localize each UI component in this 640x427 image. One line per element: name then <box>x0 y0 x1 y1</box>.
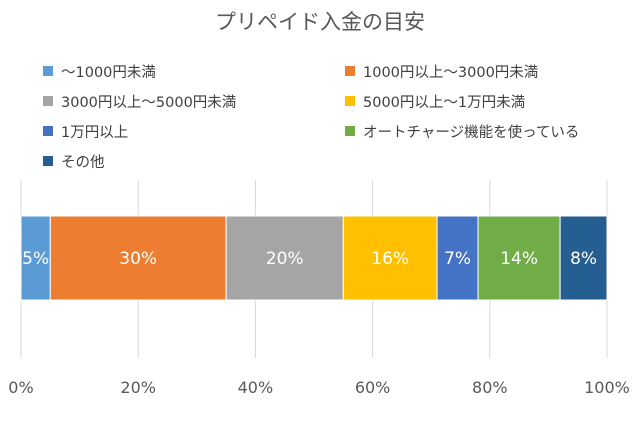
legend-label: 5000円以上～1万円未満 <box>363 94 526 111</box>
legend-swatch <box>345 126 355 136</box>
bar-segment <box>49 215 227 301</box>
legend-label: その他 <box>61 154 105 171</box>
data-label: 7% <box>444 249 471 269</box>
x-tick-label: 20% <box>120 378 156 397</box>
legend-item: 1万円以上 <box>43 121 128 141</box>
legend-item: ～1000円未満 <box>43 61 156 81</box>
bar-segment <box>436 215 479 301</box>
legend-swatch <box>43 156 53 166</box>
chart-title: プリペイド入金の目安 <box>215 10 425 34</box>
legend-swatch <box>43 96 53 106</box>
bar-segment <box>477 215 561 301</box>
legend-swatch <box>345 66 355 76</box>
legend-label: 1万円以上 <box>61 124 129 141</box>
legend-swatch <box>43 66 53 76</box>
x-tick-label: 100% <box>584 378 630 397</box>
x-tick-label: 0% <box>8 378 33 397</box>
legend-swatch <box>43 126 53 136</box>
legend-item: その他 <box>43 151 105 171</box>
bar-segment <box>342 215 438 301</box>
legend-item: 5000円以上～1万円未満 <box>345 91 525 111</box>
legend-item: 1000円以上～3000円未満 <box>345 61 538 81</box>
bar-segment <box>225 215 344 301</box>
bar-segment <box>559 215 608 301</box>
data-label: 8% <box>570 249 597 269</box>
data-label: 5% <box>22 249 49 269</box>
x-tick-label: 80% <box>472 378 508 397</box>
legend-swatch <box>345 96 355 106</box>
legend-item: 3000円以上～5000円未満 <box>43 91 236 111</box>
legend-label: 1000円以上～3000円未満 <box>363 64 539 81</box>
x-tick-label: 60% <box>355 378 391 397</box>
legend-label: オートチャージ機能を使っている <box>363 124 580 141</box>
legend-label: 3000円以上～5000円未満 <box>61 94 237 111</box>
data-label: 16% <box>371 249 409 269</box>
legend: ～1000円未満 1000円以上～3000円未満 3000円以上～5000円未満 50… <box>0 0 640 180</box>
legend-item: オートチャージ機能を使っている <box>345 121 579 141</box>
data-label: 20% <box>266 249 304 269</box>
data-label: 14% <box>500 249 538 269</box>
data-label: 30% <box>119 249 157 269</box>
x-tick-label: 40% <box>238 378 274 397</box>
bar-segment <box>20 215 51 301</box>
legend-label: ～1000円未満 <box>61 64 156 81</box>
